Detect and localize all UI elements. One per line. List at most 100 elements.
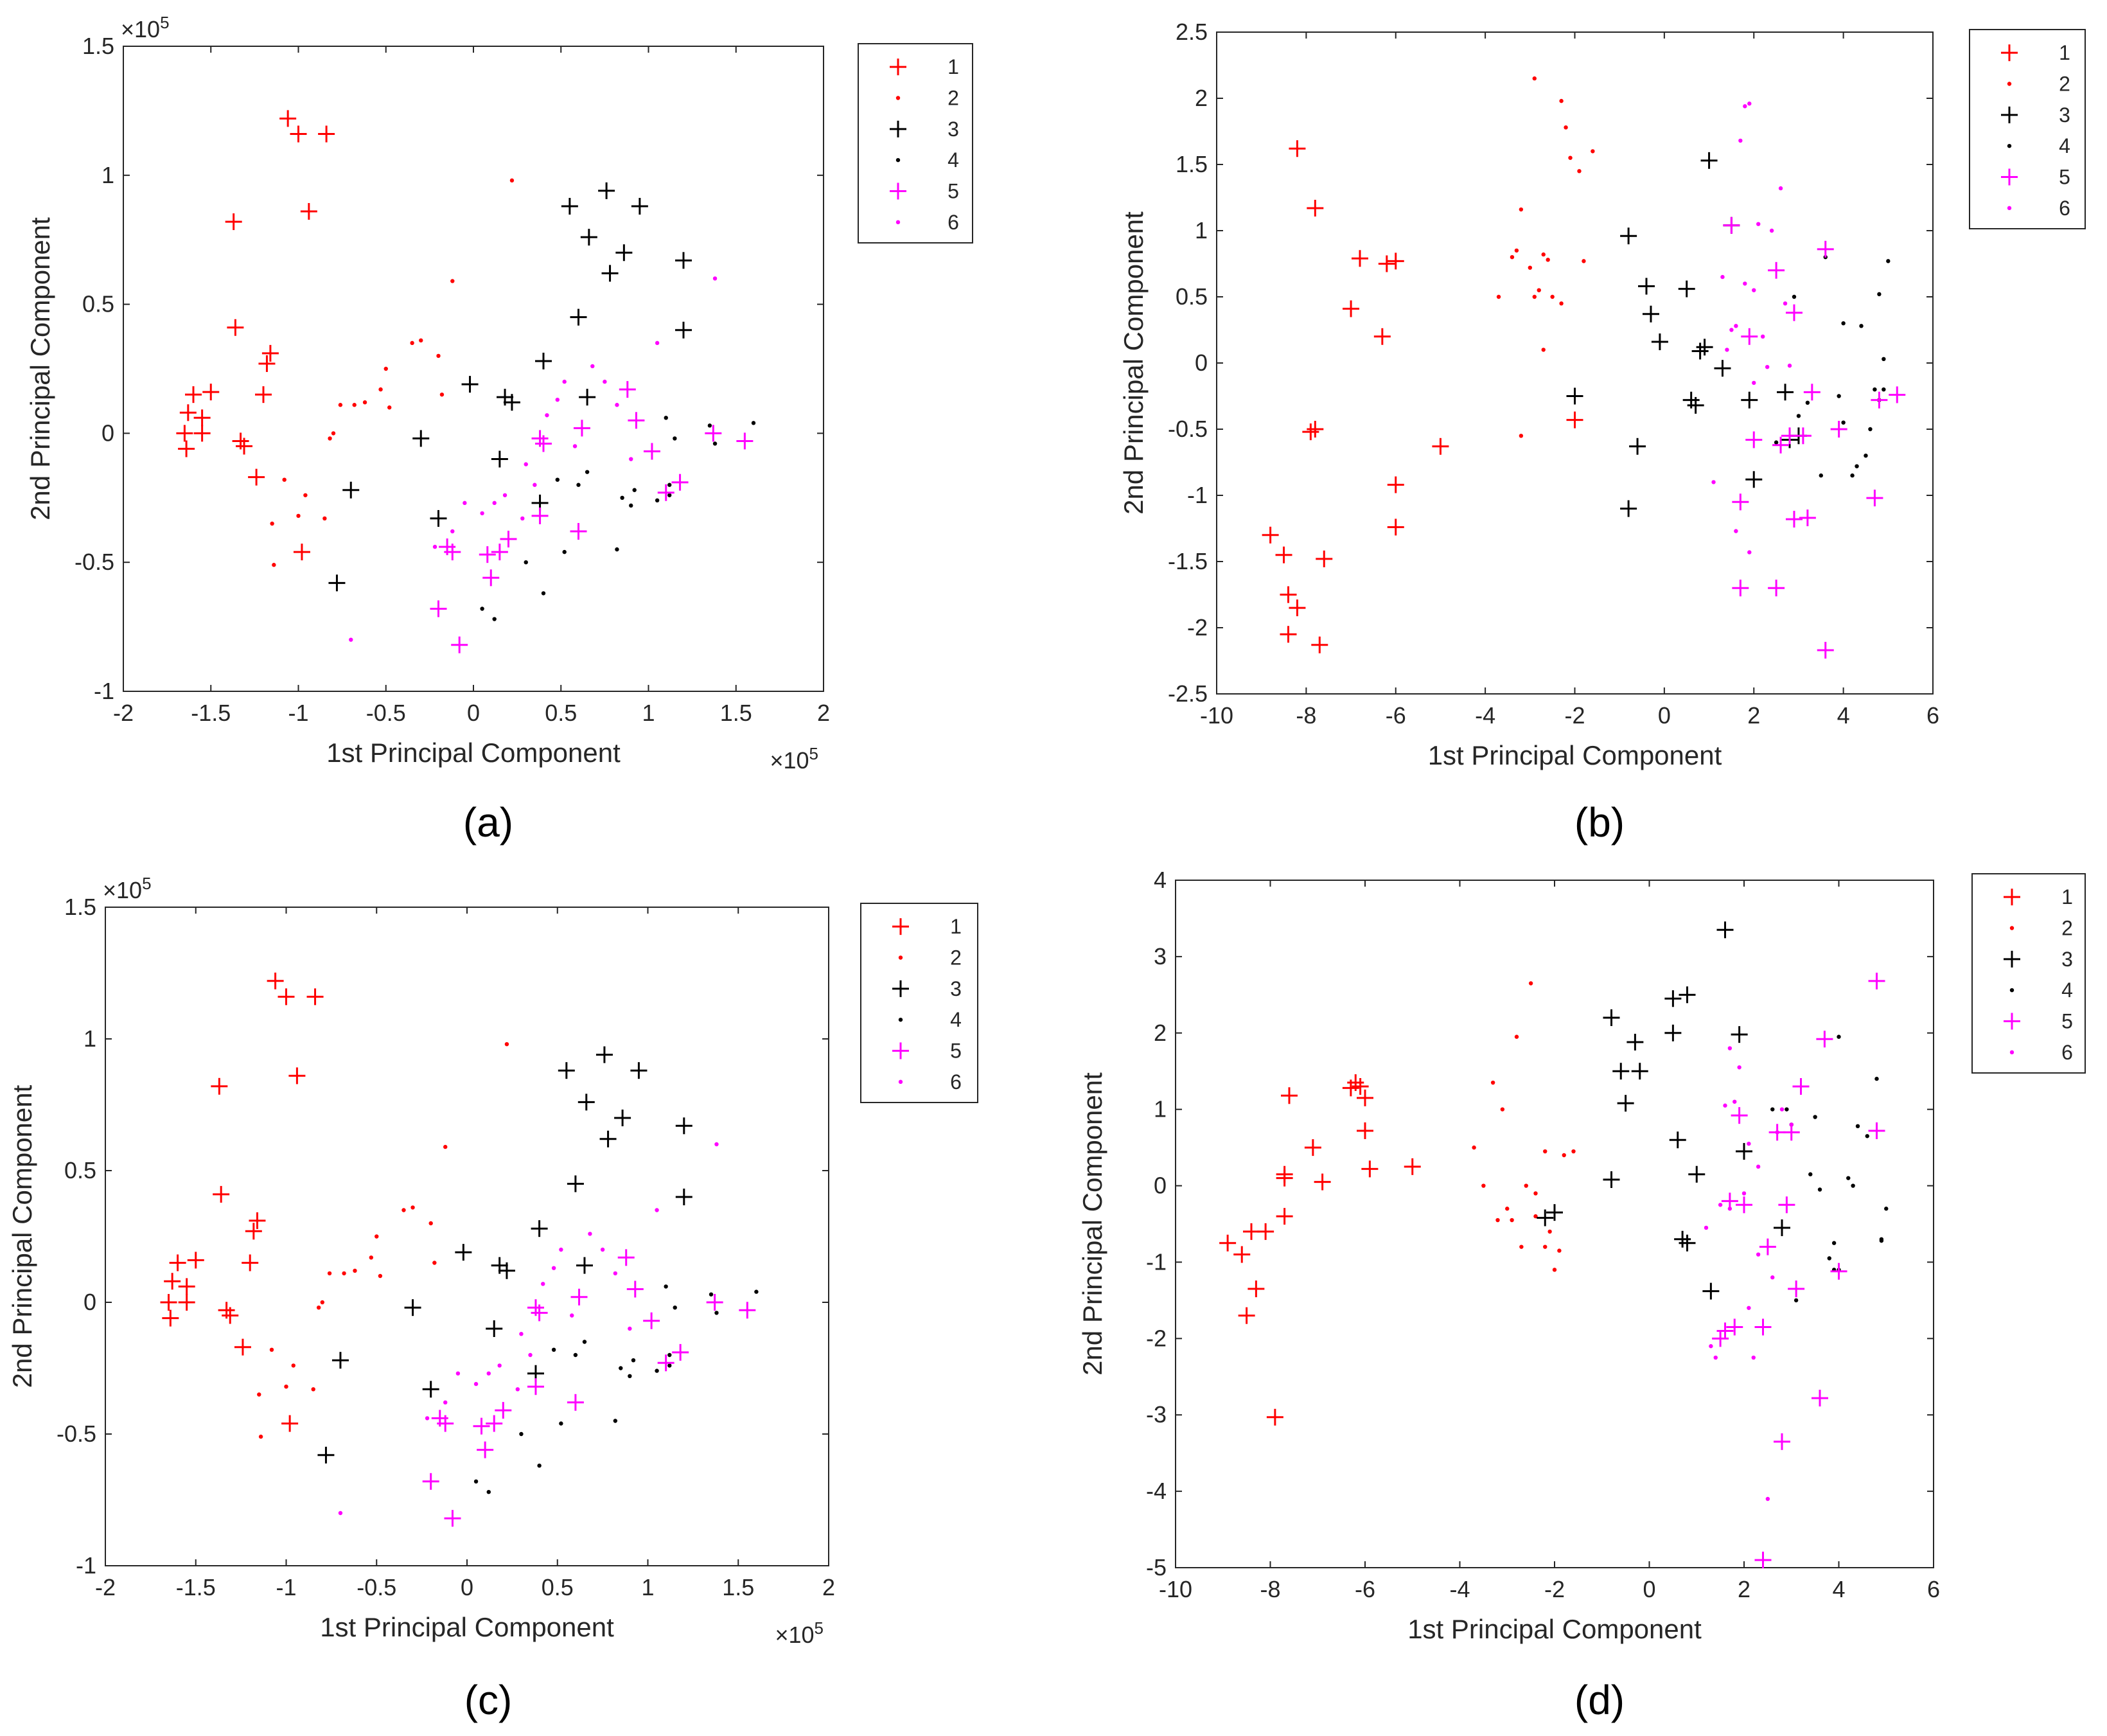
plus-marker bbox=[535, 352, 552, 369]
dot-marker bbox=[1859, 324, 1864, 328]
series-6 bbox=[338, 1142, 719, 1516]
plus-marker bbox=[1799, 509, 1816, 527]
legend-item: 3 bbox=[892, 977, 962, 1000]
dot-marker bbox=[551, 1266, 556, 1270]
plus-marker bbox=[1702, 1282, 1720, 1300]
dot-marker bbox=[1481, 1183, 1486, 1188]
plus-marker bbox=[1357, 1122, 1373, 1139]
plus-marker bbox=[1732, 493, 1749, 511]
plus-marker bbox=[675, 252, 692, 269]
y-tick-label: -2 bbox=[1187, 614, 1208, 641]
dot-marker bbox=[667, 1352, 672, 1358]
x-tick-label: 1.5 bbox=[720, 700, 752, 726]
legend-marker bbox=[2001, 168, 2018, 186]
legend-item: 5 bbox=[890, 180, 959, 203]
legend-marker bbox=[2009, 988, 2014, 993]
y-tick-label: -0.5 bbox=[75, 549, 114, 575]
dot-marker bbox=[410, 341, 414, 346]
plus-marker bbox=[227, 319, 244, 336]
plus-marker bbox=[1238, 1307, 1255, 1324]
plus-marker bbox=[422, 1473, 439, 1490]
legend: 1 2 3 4 5 6 bbox=[860, 903, 978, 1103]
dot-marker bbox=[1743, 281, 1747, 286]
y-tick-label: -2.5 bbox=[1168, 680, 1208, 707]
plus-marker bbox=[486, 1320, 503, 1337]
legend-item: 6 bbox=[895, 211, 959, 234]
plus-marker bbox=[657, 1354, 674, 1372]
plus-marker bbox=[1736, 1143, 1752, 1160]
dot-marker bbox=[486, 1371, 491, 1376]
plus-marker bbox=[1311, 636, 1328, 653]
dot-marker bbox=[327, 1271, 332, 1276]
dot-marker bbox=[515, 1387, 520, 1392]
dot-marker bbox=[551, 1347, 556, 1352]
plus-marker bbox=[643, 1312, 660, 1329]
plus-marker bbox=[242, 1254, 259, 1271]
dot-marker bbox=[1796, 414, 1801, 418]
plus-marker bbox=[222, 1307, 239, 1324]
dot-marker bbox=[473, 1479, 479, 1484]
series-3 bbox=[1537, 921, 1790, 1300]
legend-marker bbox=[2009, 926, 2014, 930]
dot-marker bbox=[541, 1282, 545, 1286]
plus-marker bbox=[1716, 1322, 1734, 1340]
dot-marker bbox=[1817, 1187, 1822, 1192]
x-tick-label: -10 bbox=[1159, 1576, 1192, 1602]
dot-marker bbox=[1774, 440, 1779, 445]
plus-marker bbox=[495, 1402, 512, 1419]
plus-marker bbox=[1546, 1204, 1563, 1221]
y-tick-label: -3 bbox=[1146, 1401, 1167, 1428]
series-2 bbox=[1496, 76, 1595, 438]
dot-marker bbox=[619, 1366, 623, 1370]
dot-marker bbox=[1868, 427, 1873, 432]
legend-label: 3 bbox=[950, 977, 962, 1000]
plus-marker bbox=[598, 182, 615, 199]
plus-marker bbox=[1741, 328, 1758, 345]
legend-label: 5 bbox=[948, 180, 959, 203]
plus-marker bbox=[1830, 1262, 1847, 1280]
dot-marker bbox=[258, 1434, 263, 1439]
plus-marker bbox=[1732, 580, 1749, 597]
plus-marker bbox=[1276, 1208, 1293, 1225]
x-tick-label: -6 bbox=[1386, 702, 1406, 729]
dot-marker bbox=[673, 1306, 677, 1310]
dot-marker bbox=[664, 416, 668, 420]
dot-marker bbox=[1713, 1355, 1718, 1360]
dot-marker bbox=[667, 493, 672, 497]
dot-marker bbox=[555, 477, 560, 482]
plus-marker bbox=[1774, 1219, 1790, 1236]
dot-marker bbox=[1747, 1306, 1751, 1310]
dot-marker bbox=[1547, 1229, 1552, 1234]
plus-marker bbox=[1723, 217, 1740, 234]
dot-marker bbox=[1557, 1248, 1562, 1253]
dot-marker bbox=[1577, 169, 1582, 173]
plus-marker bbox=[258, 355, 276, 372]
series-2 bbox=[270, 178, 515, 567]
dot-marker bbox=[524, 462, 528, 466]
y-tick-label: -4 bbox=[1146, 1478, 1167, 1504]
plus-marker bbox=[1736, 1196, 1752, 1214]
plus-marker bbox=[225, 213, 242, 231]
y-tick-label: -1 bbox=[1146, 1248, 1167, 1275]
dot-marker bbox=[257, 1392, 261, 1397]
plus-marker bbox=[1387, 476, 1404, 493]
plus-marker bbox=[1688, 1165, 1706, 1183]
dot-marker bbox=[585, 470, 590, 474]
x-tick-label: -4 bbox=[1475, 702, 1495, 729]
plus-marker bbox=[1871, 391, 1888, 409]
dot-marker bbox=[1546, 258, 1550, 262]
dot-marker bbox=[1808, 1172, 1813, 1176]
dot-marker bbox=[632, 488, 637, 492]
plus-marker bbox=[1620, 500, 1637, 517]
plus-marker bbox=[178, 1278, 195, 1295]
dot-marker bbox=[1787, 363, 1792, 368]
plus-marker bbox=[1316, 550, 1333, 567]
dot-marker bbox=[492, 500, 497, 506]
plus-marker bbox=[1794, 427, 1812, 445]
legend-label: 1 bbox=[948, 55, 959, 78]
x-tick-label: 0.5 bbox=[542, 1574, 574, 1600]
plus-marker bbox=[1774, 1433, 1790, 1450]
dot-marker bbox=[1882, 357, 1886, 362]
dot-marker bbox=[600, 1247, 605, 1252]
legend-marker bbox=[895, 157, 901, 163]
